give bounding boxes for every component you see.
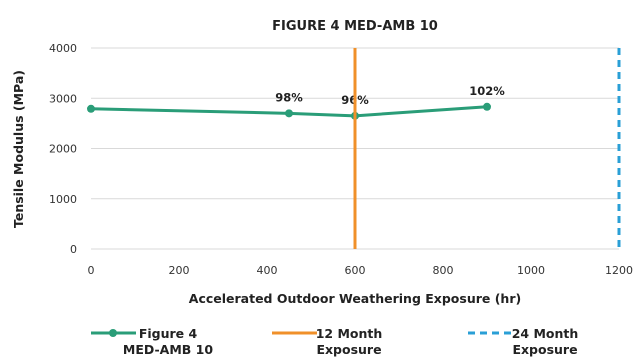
y-tick-labels: 0 1000 2000 3000 4000 bbox=[49, 42, 77, 256]
y-axis-title: Tensile Modulus (MPa) bbox=[11, 70, 26, 228]
y-tick-label: 4000 bbox=[49, 42, 77, 55]
data-point bbox=[483, 102, 491, 111]
data-point bbox=[87, 104, 95, 113]
x-axis-title: Accelerated Outdoor Weathering Exposure … bbox=[189, 291, 521, 306]
y-tick-label: 2000 bbox=[49, 143, 77, 156]
y-tick-label: 1000 bbox=[49, 193, 77, 206]
legend-marker bbox=[109, 329, 117, 337]
x-tick-label: 200 bbox=[169, 264, 190, 277]
y-tick-label: 0 bbox=[70, 243, 77, 256]
series-layer: 98%96%102% bbox=[87, 48, 621, 249]
data-label: 98% bbox=[275, 90, 303, 104]
x-tick-label: 1000 bbox=[517, 264, 545, 277]
x-tick-label: 1200 bbox=[605, 264, 633, 277]
legend-label: Figure 4 bbox=[139, 326, 198, 341]
x-tick-labels: 0 200 400 600 800 1000 1200 bbox=[88, 264, 633, 277]
x-tick-label: 800 bbox=[433, 264, 454, 277]
series-line bbox=[90, 105, 488, 118]
legend-label: MED-AMB 10 bbox=[123, 342, 213, 357]
x-tick-label: 600 bbox=[345, 264, 366, 277]
y-tick-label: 3000 bbox=[49, 92, 77, 105]
legend-label: Exposure bbox=[316, 342, 381, 357]
data-label: 102% bbox=[469, 84, 505, 98]
chart-title: FIGURE 4 MED-AMB 10 bbox=[272, 19, 438, 34]
x-tick-label: 0 bbox=[88, 264, 95, 277]
legend-label: 12 Month bbox=[316, 326, 383, 341]
x-tick-label: 400 bbox=[257, 264, 278, 277]
legend-label: 24 Month bbox=[512, 326, 579, 341]
legend-label: Exposure bbox=[512, 342, 577, 357]
data-point bbox=[285, 109, 293, 118]
